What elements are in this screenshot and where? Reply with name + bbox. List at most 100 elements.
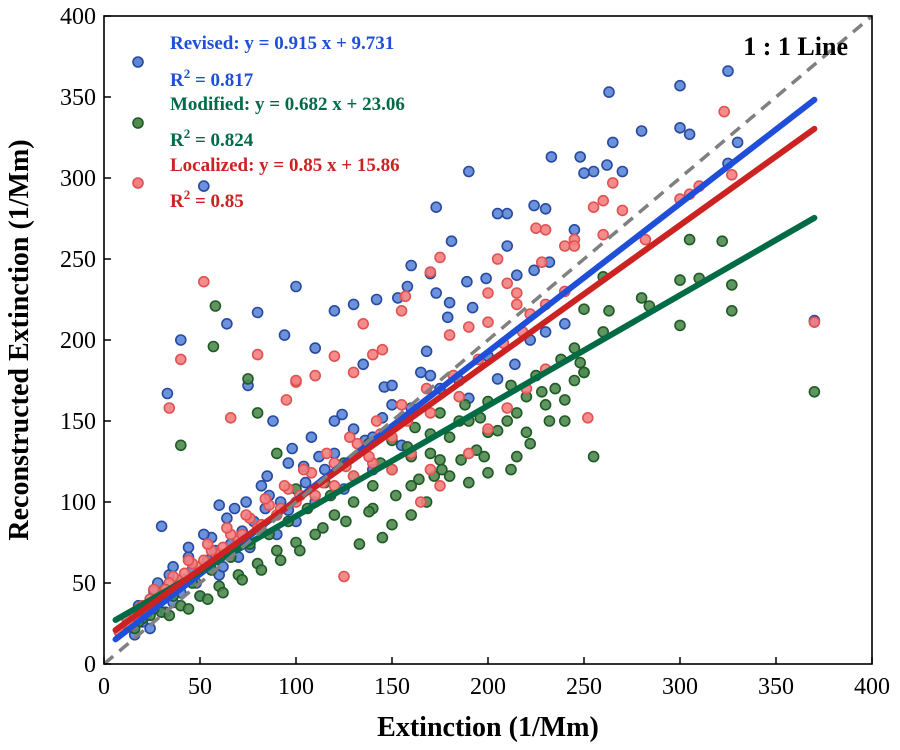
point-localized <box>535 256 548 269</box>
point-localized <box>462 321 475 333</box>
point-revised <box>616 165 629 178</box>
point-localized <box>309 369 322 382</box>
point-revised <box>357 358 370 371</box>
point-revised <box>674 79 686 92</box>
point-modified <box>578 303 590 316</box>
point-localized <box>395 398 408 411</box>
point-modified <box>353 538 366 550</box>
point-revised <box>167 560 179 573</box>
point-revised <box>290 280 302 293</box>
y-axis-label: Reconstructed Extinction (1/Mm) <box>4 139 35 540</box>
y-tick-label: 400 <box>60 4 96 30</box>
point-revised <box>240 496 252 508</box>
point-modified <box>587 450 600 463</box>
point-revised <box>558 317 571 330</box>
point-localized <box>462 447 475 460</box>
point-modified <box>524 437 537 450</box>
point-modified <box>274 554 287 567</box>
point-revised <box>401 280 414 293</box>
point-revised <box>539 326 552 338</box>
point-revised <box>683 128 696 141</box>
point-localized <box>597 194 610 207</box>
point-revised <box>491 373 504 385</box>
point-revised <box>491 207 504 220</box>
point-revised <box>441 311 454 324</box>
point-modified <box>543 415 556 427</box>
point-modified <box>635 292 648 304</box>
point-modified <box>578 366 590 379</box>
point-localized <box>597 228 610 241</box>
point-revised <box>539 203 552 215</box>
point-modified <box>175 439 187 452</box>
legend-marker <box>132 117 144 129</box>
point-localized <box>221 522 233 534</box>
point-modified <box>443 470 456 482</box>
legend-equation: Modified: y = 0.682 x + 23.06 <box>170 94 405 115</box>
point-modified <box>255 564 268 576</box>
point-modified <box>424 447 437 460</box>
point-localized <box>482 316 494 329</box>
point-localized <box>558 240 571 252</box>
point-localized <box>510 287 523 299</box>
legend-marker <box>132 56 144 68</box>
point-revised <box>386 379 398 392</box>
point-localized <box>414 496 427 508</box>
point-modified <box>405 509 418 521</box>
point-localized <box>501 277 514 290</box>
x-tick-label: 350 <box>758 674 794 700</box>
point-modified <box>443 431 456 444</box>
point-localized <box>320 447 333 460</box>
point-modified <box>405 479 418 492</box>
legend-equation: Revised: y = 0.915 x + 9.731 <box>170 33 394 54</box>
point-modified <box>207 340 220 353</box>
y-tick-label: 300 <box>60 166 96 192</box>
y-tick-label: 0 <box>84 652 96 678</box>
point-revised <box>198 180 210 192</box>
legend-r2: R2 = 0.824 <box>170 126 254 151</box>
point-modified <box>309 528 322 541</box>
point-localized <box>424 463 437 476</box>
point-localized <box>175 353 187 366</box>
point-revised <box>414 366 427 379</box>
point-modified <box>505 463 517 476</box>
point-modified <box>558 394 571 406</box>
point-localized <box>510 298 523 311</box>
point-modified <box>603 304 615 317</box>
point-localized <box>434 479 446 492</box>
x-tick-label: 250 <box>566 674 602 700</box>
point-localized <box>251 348 264 361</box>
point-localized <box>280 394 293 406</box>
fit-line-modified <box>112 214 818 624</box>
point-revised <box>309 342 322 354</box>
point-localized <box>581 411 594 424</box>
x-tick-label: 200 <box>470 674 506 700</box>
point-revised <box>480 272 492 285</box>
point-revised <box>161 387 174 400</box>
point-localized <box>338 570 350 583</box>
x-tick-label: 400 <box>854 674 890 700</box>
point-localized <box>290 374 302 387</box>
point-modified <box>270 447 283 460</box>
point-revised <box>255 479 268 492</box>
point-revised <box>347 298 360 311</box>
point-revised <box>198 528 210 541</box>
point-revised <box>509 358 521 371</box>
point-modified <box>293 544 306 557</box>
point-revised <box>299 476 312 489</box>
point-modified <box>482 466 494 479</box>
point-revised <box>587 165 600 178</box>
point-revised <box>568 224 581 236</box>
x-tick-label: 0 <box>98 674 110 700</box>
y-tick-label: 200 <box>60 328 96 354</box>
x-tick-label: 50 <box>188 674 212 700</box>
point-modified <box>217 586 229 599</box>
point-revised <box>221 512 233 525</box>
point-localized <box>259 492 272 505</box>
point-revised <box>286 442 299 455</box>
point-modified <box>413 473 425 486</box>
point-revised <box>251 306 264 319</box>
point-localized <box>725 169 738 181</box>
point-localized <box>163 402 176 414</box>
point-revised <box>606 136 619 149</box>
